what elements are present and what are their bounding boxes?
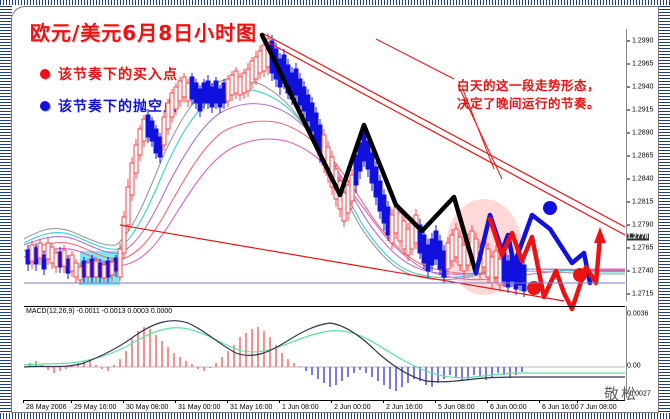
red-zigzag	[487, 216, 603, 312]
macd-tick-zero: 0.00	[627, 362, 641, 370]
y-tick: 1.2965	[627, 61, 653, 68]
y-tick: 1.2915	[627, 107, 653, 114]
y-tick: 1.2865	[627, 153, 653, 160]
frame-hatch-left	[0, 0, 12, 419]
x-tick: 31 May 00:00	[175, 400, 220, 411]
buy-marker-2	[573, 268, 587, 282]
y-tick: 1.2715	[627, 291, 653, 298]
trade-markers	[527, 201, 587, 295]
legend-item-buy: 该节奏下的买入点	[40, 64, 178, 84]
legend-label-buy: 该节奏下的买入点	[58, 67, 178, 83]
macd-signal-line	[23, 327, 625, 379]
page-title: 欧元/美元6月8日小时图	[30, 21, 258, 45]
red-dot-icon	[40, 69, 50, 79]
frame-hatch-top	[0, 0, 670, 5]
channel-lower-line	[119, 224, 565, 302]
y-tick: 1.2790	[627, 222, 653, 229]
channel-upper-line	[261, 32, 626, 228]
price-axis[interactable]: 1.2990 1.2965 1.2940 1.2915 1.2890 1.286…	[626, 29, 670, 301]
blue-dot-icon	[40, 101, 50, 111]
macd-histogram	[29, 327, 301, 373]
price-plot-svg	[23, 32, 626, 312]
x-tick: 2 Jun 16:00	[383, 400, 423, 411]
x-tick: 2 Jun 00:00	[331, 400, 371, 411]
candlestick-series	[25, 33, 527, 297]
macd-line	[23, 320, 625, 383]
time-axis[interactable]: 28 May 2006 29 May 16:00 30 May 08:00 31…	[23, 400, 625, 416]
x-tick: 6 Jun 00:00	[487, 400, 527, 411]
macd-panel: MACD(12,26,9) -0.0011 -0.0013 0.0003 0.0…	[23, 306, 625, 398]
annotation-leader-lines	[375, 38, 503, 180]
buy-marker-1	[527, 281, 541, 295]
frame-hatch-bottom	[0, 413, 670, 419]
x-tick: 30 May 08:00	[123, 400, 168, 411]
legend-item-sell: 该节奏下的抛空点	[40, 96, 178, 116]
macd-label: MACD(12,26,9) -0.0011 -0.0013 0.0003 0.0…	[26, 308, 173, 315]
y-tick: 1.2815	[627, 199, 653, 206]
ma-slow-line	[23, 138, 625, 281]
x-tick: 1 Jun 08:00	[279, 400, 319, 411]
annotation-note: 白天的这一段走势形态， 决定了晚间运行的节奏。	[457, 77, 600, 113]
macd-histogram-neg	[305, 367, 523, 391]
macd-tick-top: 0.0036	[627, 310, 649, 318]
y-tick: 1.2890	[627, 130, 653, 137]
frame-hatch-right	[658, 0, 670, 419]
macd-axis: 0.0036 0.00 -0.0027	[626, 306, 670, 398]
x-tick: 6 Jun 16:00	[539, 400, 579, 411]
current-price-label: 1.2778	[627, 233, 650, 241]
y-tick: 1.2990	[627, 38, 653, 45]
price-plot-panel	[23, 29, 626, 312]
black-zigzag	[259, 32, 479, 276]
x-tick: 31 May 16:00	[227, 400, 272, 411]
x-tick: 28 May 2006	[23, 400, 66, 411]
x-tick: 7 Jun 08:00	[577, 400, 617, 411]
sell-marker	[543, 201, 557, 215]
signature-watermark: 敬松	[604, 385, 639, 403]
legend-label-sell: 该节奏下的抛空点	[58, 99, 178, 115]
annotation-line-2: 决定了晚间运行的节奏。	[457, 96, 601, 111]
y-tick: 1.2940	[627, 84, 653, 91]
x-tick: 29 May 16:00	[71, 400, 116, 411]
annotation-line-1: 白天的这一段走势形态，	[457, 78, 601, 93]
macd-svg	[23, 320, 625, 391]
y-tick: 1.2740	[627, 268, 653, 275]
x-tick: 5 Jun 08:00	[435, 400, 475, 411]
y-tick: 1.2765	[627, 245, 653, 252]
chart-canvas: 欧元/美元6月8日小时图 该节奏下的买入点 该节奏下的抛空点 白天的这一段走势形…	[11, 6, 659, 413]
y-tick: 1.2840	[627, 176, 653, 183]
red-arrow-head	[594, 227, 606, 243]
channel-mid-line	[261, 38, 626, 236]
ma-fast-line	[23, 77, 625, 281]
macd-tick-bottom: -0.0027	[627, 390, 651, 398]
descending-channel	[119, 32, 626, 302]
